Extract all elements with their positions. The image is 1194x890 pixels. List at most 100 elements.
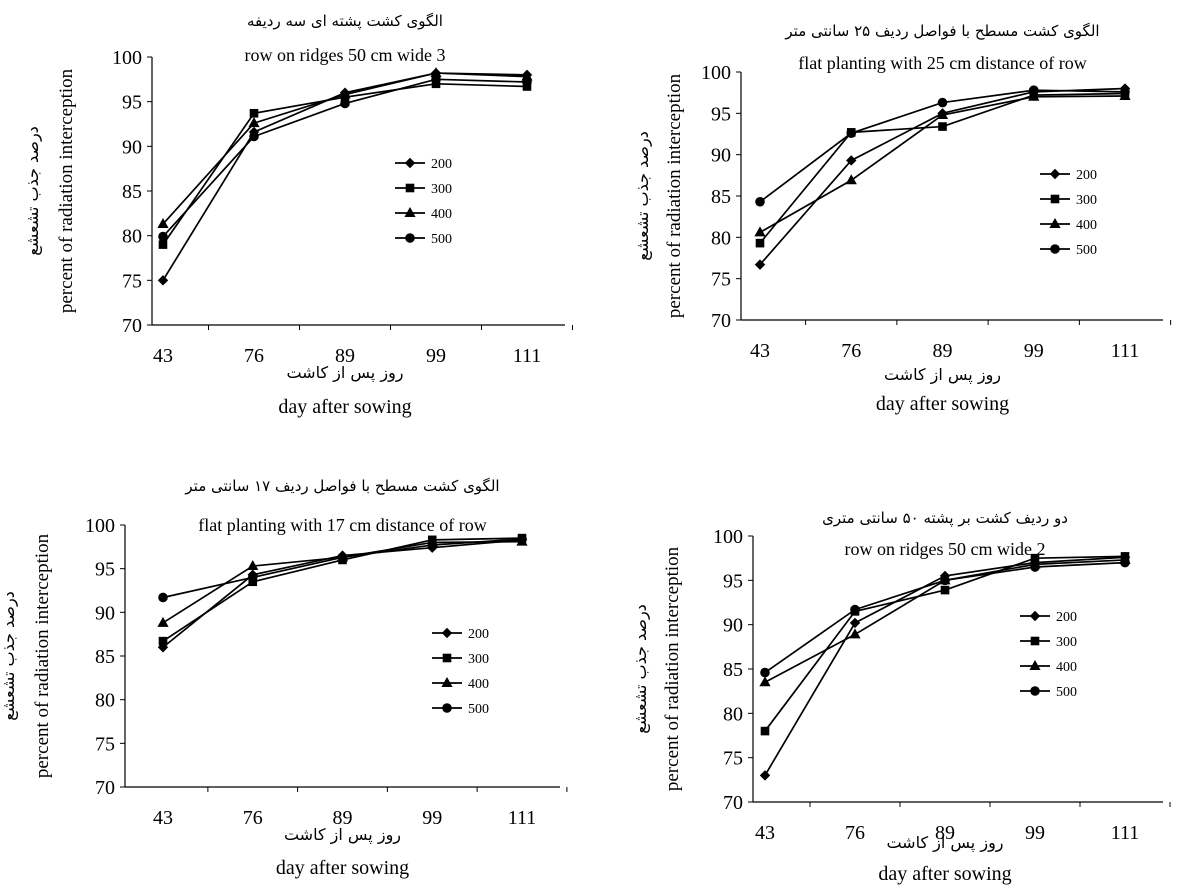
- chart-panel-4: دو ردیف کشت بر پشته ۵۰ سانتی متری row on …: [631, 509, 1171, 885]
- y-axis-label-persian: درصد جذب تشعشع: [0, 591, 19, 721]
- data-point-500: [1028, 85, 1039, 95]
- data-point-400: [157, 616, 169, 627]
- legend-label: 300: [431, 182, 452, 197]
- legend-entry-400: 400: [395, 207, 452, 222]
- x-tick-label: 89: [933, 340, 953, 362]
- chart-title-persian: دو ردیف کشت بر پشته ۵۰ سانتی متری: [822, 509, 1068, 528]
- chart-title-english: row on ridges 50 cm wide 2: [845, 539, 1046, 559]
- x-tick-label: 111: [513, 345, 542, 367]
- data-point-500: [755, 196, 765, 207]
- y-tick-label: 70: [95, 777, 115, 799]
- legend-entry-400: 400: [1020, 660, 1077, 675]
- legend-marker-diamond: [1029, 610, 1041, 622]
- x-tick-label: 76: [845, 822, 865, 844]
- legend-entry-400: 400: [1040, 218, 1097, 233]
- data-point-400: [936, 108, 949, 119]
- chart-title-english: flat planting with 25 cm distance of row: [798, 53, 1086, 73]
- legend-entry-300: 300: [395, 182, 452, 197]
- series-500: [158, 534, 527, 603]
- legend-label: 500: [468, 702, 489, 717]
- legend-entry-500: 500: [395, 232, 452, 247]
- series-500: [158, 74, 532, 242]
- data-point-300: [760, 726, 770, 736]
- data-point-500: [337, 552, 348, 563]
- legend-label: 300: [468, 652, 489, 667]
- y-tick-label: 100: [713, 526, 743, 548]
- legend-label: 200: [468, 627, 489, 642]
- legend-entry-300: 300: [1040, 193, 1097, 208]
- y-tick-label: 100: [701, 62, 731, 84]
- data-point-500: [850, 604, 860, 615]
- legend-entry-500: 500: [432, 702, 489, 717]
- legend-marker-circle: [1050, 244, 1060, 254]
- x-tick-label: 99: [422, 807, 442, 829]
- y-tick-label: 95: [711, 103, 731, 125]
- legend-entry-500: 500: [1020, 685, 1077, 700]
- y-tick-label: 95: [95, 559, 115, 581]
- y-tick-label: 90: [95, 602, 115, 624]
- y-tick-label: 70: [723, 792, 743, 814]
- y-tick-label: 75: [711, 269, 731, 291]
- legend-label: 300: [1056, 635, 1077, 650]
- x-tick-label: 89: [935, 822, 955, 844]
- legend-marker-square: [1050, 194, 1060, 204]
- x-tick-label: 99: [1024, 340, 1044, 362]
- x-axis-label-english: day after sowing: [878, 863, 1011, 885]
- legend-label: 500: [1056, 685, 1077, 700]
- data-point-400: [845, 174, 857, 185]
- data-point-200: [849, 617, 861, 629]
- legend-label: 400: [431, 207, 452, 222]
- y-tick-label: 70: [711, 310, 731, 332]
- y-tick-label: 85: [122, 181, 142, 203]
- y-tick-label: 85: [723, 659, 743, 681]
- x-axis-label-persian: روز پس از کاشت: [884, 365, 1001, 385]
- legend-label: 400: [1056, 660, 1077, 675]
- y-tick-label: 100: [85, 515, 115, 537]
- legend-label: 400: [1076, 218, 1097, 233]
- data-point-500: [1120, 557, 1130, 568]
- data-point-300: [1030, 553, 1040, 563]
- legend-label: 500: [431, 232, 452, 247]
- data-point-500: [247, 572, 258, 583]
- y-axis-label-persian: درصد جذب تشعشع: [631, 604, 651, 734]
- data-point-400: [759, 676, 771, 687]
- data-point-200: [846, 155, 857, 166]
- legend-marker-circle: [1030, 686, 1040, 696]
- x-tick-label: 111: [1111, 340, 1140, 362]
- legend-label: 200: [431, 157, 452, 172]
- x-tick-label: 43: [153, 345, 173, 367]
- x-tick-label: 111: [1111, 822, 1140, 844]
- x-tick-label: 89: [335, 345, 355, 367]
- chart-title-persian: الگوی کشت مسطح با فواصل ردیف ۱۷ سانتی مت…: [184, 477, 499, 495]
- chart-title-english: flat planting with 17 cm distance of row: [198, 515, 486, 535]
- legend-marker-diamond: [1049, 168, 1061, 180]
- data-point-500: [522, 77, 532, 87]
- data-point-500: [1120, 87, 1130, 97]
- x-tick-label: 89: [333, 807, 353, 829]
- y-tick-label: 95: [122, 92, 142, 114]
- x-tick-label: 76: [243, 807, 263, 829]
- legend-marker-square: [405, 183, 415, 193]
- data-point-500: [158, 231, 168, 242]
- chart-title-persian: الگوی کشت پشته ای سه ردیفه: [247, 12, 443, 31]
- y-tick-label: 85: [95, 646, 115, 668]
- legend-marker-circle: [405, 233, 415, 243]
- data-point-500: [431, 74, 441, 85]
- data-point-300: [938, 122, 947, 131]
- data-point-400: [754, 226, 766, 237]
- y-axis-label-english: percent of radiation interception: [662, 546, 683, 791]
- legend-marker-triangle: [404, 207, 416, 217]
- legend-label: 300: [1076, 193, 1097, 208]
- y-tick-label: 100: [112, 47, 142, 69]
- data-point-400: [247, 560, 259, 571]
- legend-entry-200: 200: [1020, 610, 1077, 625]
- y-tick-label: 90: [723, 615, 743, 637]
- legend-entry-200: 200: [1040, 168, 1097, 183]
- legend-marker-diamond: [404, 157, 416, 169]
- x-tick-label: 76: [841, 340, 861, 362]
- legend-marker-square: [1030, 636, 1040, 646]
- x-tick-label: 99: [426, 345, 446, 367]
- data-point-400: [1028, 90, 1040, 101]
- x-tick-label: 99: [1025, 822, 1045, 844]
- x-axis-label-persian: روز پس از کاشت: [886, 833, 1003, 853]
